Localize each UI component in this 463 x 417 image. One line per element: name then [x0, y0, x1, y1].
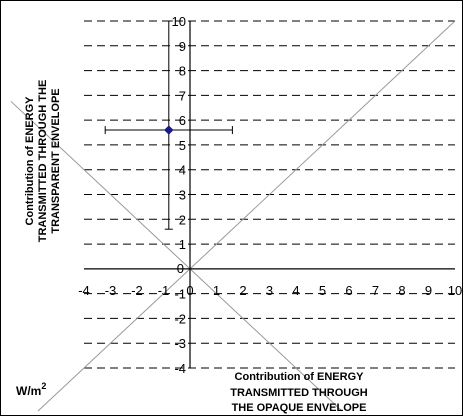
y-tick-label: 0	[177, 261, 184, 276]
x-tick-label: 7	[372, 283, 379, 298]
y-tick-label: 5	[179, 138, 186, 153]
y-tick-label: 4	[179, 163, 186, 178]
y-tick-label: -2	[174, 311, 186, 326]
x-tick-label: -2	[131, 283, 143, 298]
reference-lines	[10, 20, 456, 412]
y-tick-label: 7	[179, 88, 186, 103]
axes	[84, 21, 455, 368]
x-tick-label: 5	[319, 283, 326, 298]
x-tick-label: -3	[105, 283, 117, 298]
x-tick-label: -1	[158, 283, 170, 298]
y-tick-label: 6	[179, 113, 186, 128]
x-tick-label: 3	[266, 283, 273, 298]
y-axis-title-line: Contribution of ENERGY	[24, 96, 36, 226]
x-tick-label: 1	[213, 283, 220, 298]
y-tick-label: -1	[174, 287, 186, 302]
y-tick-label: 9	[179, 39, 186, 54]
data-points	[104, 20, 233, 230]
y-axis-title-line: TRANSMITTED THROUGH THE	[37, 80, 49, 243]
x-tick-label: 6	[345, 283, 352, 298]
y-tick-label: -4	[174, 361, 186, 376]
x-axis-title-line: Contribution of ENERGY	[235, 371, 365, 383]
reference-line-positive	[37, 20, 456, 412]
axis-titles: Contribution of ENERGY TRANSMITTED THROUG…	[16, 80, 368, 414]
units-label: W/m2	[16, 381, 46, 398]
y-tick-label: 3	[179, 188, 186, 203]
x-tick-label: -4	[78, 283, 90, 298]
x-tick-label: 4	[292, 283, 299, 298]
y-tick-label: 2	[179, 212, 186, 227]
y-tick-label: 8	[179, 64, 186, 79]
x-tick-label: 10	[448, 283, 462, 298]
x-tick-label: 0	[186, 283, 193, 298]
y-axis-title-line: TRANSPARENT ENVELOPE	[50, 88, 62, 233]
reference-line-negative	[10, 101, 343, 412]
x-axis-title-line: THE OPAQUE ENVELOPE	[232, 402, 367, 414]
y-tick-label: 10	[172, 14, 186, 29]
y-tick-label: -3	[174, 336, 186, 351]
x-axis-title-line: TRANSMITTED THROUGH	[230, 387, 368, 399]
x-tick-label: 8	[398, 283, 405, 298]
x-tick-label: 9	[425, 283, 432, 298]
y-tick-label: 1	[179, 237, 186, 252]
data-point	[164, 125, 174, 135]
x-tick-label: 2	[239, 283, 246, 298]
